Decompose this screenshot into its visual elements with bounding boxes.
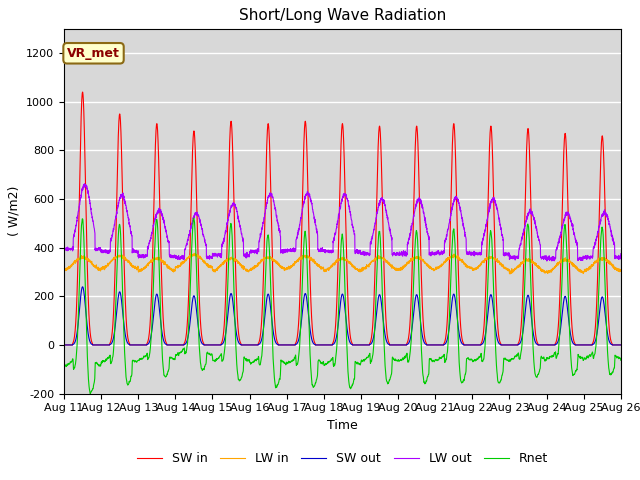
Rnet	[127, 373, 135, 379]
Legend: SW in, LW in, SW out, LW out, Rnet: SW in, LW in, SW out, LW out, Rnet	[132, 447, 553, 470]
LW in	[617, 267, 625, 273]
Rnet	[234, 369, 241, 374]
SW out	[127, 342, 135, 348]
Rnet	[617, 358, 625, 363]
LW out	[234, 210, 241, 216]
SW out	[617, 342, 625, 348]
Text: VR_met: VR_met	[67, 47, 120, 60]
SW out	[234, 335, 241, 341]
SW out	[127, 342, 134, 348]
LW in	[445, 255, 452, 261]
LW in	[126, 260, 134, 265]
Line: Rnet: Rnet	[64, 218, 621, 394]
Line: LW in: LW in	[64, 253, 621, 274]
LW out	[127, 228, 135, 234]
LW out	[127, 225, 134, 231]
LW out	[490, 197, 498, 203]
SW out	[79, 284, 86, 289]
SW in	[445, 280, 452, 286]
SW out	[60, 342, 68, 348]
SW in	[127, 342, 135, 348]
LW in	[191, 251, 199, 256]
Rnet	[60, 363, 68, 369]
LW in	[95, 267, 103, 273]
Line: SW out: SW out	[64, 287, 621, 345]
Y-axis label: ( W/m2): ( W/m2)	[8, 186, 20, 236]
LW in	[506, 271, 514, 277]
SW in	[60, 342, 68, 348]
Rnet	[445, 325, 453, 331]
LW out	[543, 258, 550, 264]
Line: LW out: LW out	[64, 184, 621, 261]
LW in	[490, 256, 498, 262]
SW out	[95, 342, 103, 348]
LW out	[60, 247, 68, 252]
X-axis label: Time: Time	[327, 419, 358, 432]
LW in	[60, 266, 68, 272]
Rnet	[190, 215, 198, 221]
Rnet	[490, 309, 498, 315]
Rnet	[127, 378, 134, 384]
LW in	[234, 258, 241, 264]
SW in	[617, 342, 625, 348]
Rnet	[86, 391, 94, 396]
LW out	[617, 251, 625, 257]
SW out	[445, 328, 452, 334]
SW in	[490, 216, 498, 222]
SW in	[234, 312, 241, 318]
Title: Short/Long Wave Radiation: Short/Long Wave Radiation	[239, 9, 446, 24]
SW in	[95, 342, 103, 348]
SW in	[79, 89, 86, 95]
SW in	[127, 342, 134, 348]
LW out	[445, 223, 452, 228]
SW out	[490, 313, 498, 319]
Rnet	[95, 363, 103, 369]
LW in	[127, 261, 135, 267]
LW out	[95, 246, 103, 252]
LW out	[81, 181, 88, 187]
Line: SW in: SW in	[64, 92, 621, 345]
